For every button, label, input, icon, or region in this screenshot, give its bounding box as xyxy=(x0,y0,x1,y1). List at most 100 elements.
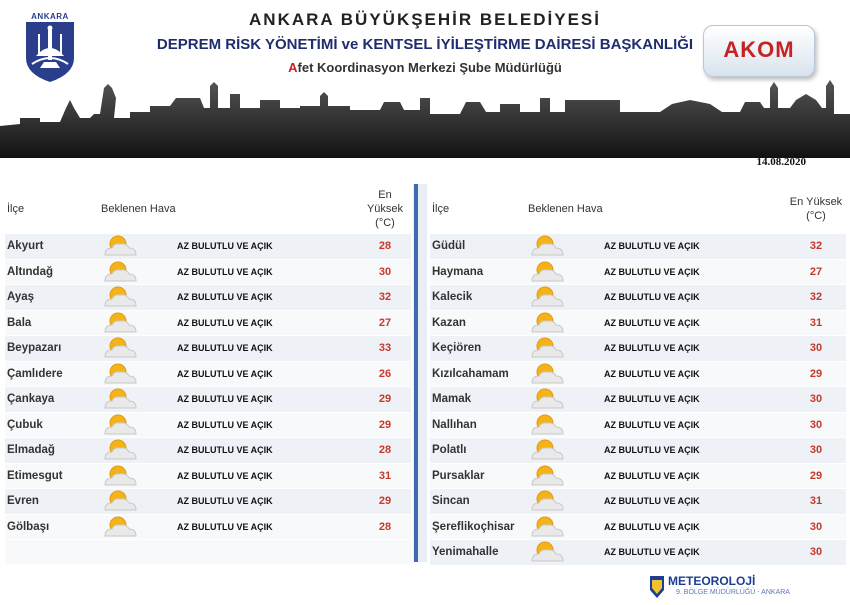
partly-cloudy-icon xyxy=(528,235,568,257)
max-temperature: 29 xyxy=(378,418,392,431)
weather-cell: AZ BULUTLU VE AÇIK xyxy=(101,439,359,461)
weather-cell: AZ BULUTLU VE AÇIK xyxy=(528,286,786,308)
ankara-logo xyxy=(26,22,74,82)
table-row: Akyurt AZ BULUTLU VE AÇIK 28 xyxy=(5,234,411,260)
district-name: Beypazarı xyxy=(7,342,62,355)
table-row: Çamlıdere AZ BULUTLU VE AÇIK 26 xyxy=(5,361,411,387)
partly-cloudy-icon xyxy=(101,439,141,461)
logo-text: ANKARA xyxy=(31,12,69,21)
partly-cloudy-icon xyxy=(101,363,141,385)
table-row: Yenimahalle AZ BULUTLU VE AÇIK 30 xyxy=(430,540,846,566)
max-temperature: 29 xyxy=(809,469,823,482)
weather-description: AZ BULUTLU VE AÇIK xyxy=(604,445,700,456)
district-name: Sincan xyxy=(432,495,470,508)
weather-description: AZ BULUTLU VE AÇIK xyxy=(604,470,700,481)
ankara-skyline xyxy=(0,80,850,158)
meteoroloji-logo-icon xyxy=(650,576,664,598)
district-name: Mamak xyxy=(432,393,471,406)
weather-cell: AZ BULUTLU VE AÇIK xyxy=(528,414,786,436)
max-temperature: 30 xyxy=(809,418,823,431)
weather-cell: AZ BULUTLU VE AÇIK xyxy=(528,261,786,283)
district-name: Kalecik xyxy=(432,291,473,304)
footer-unit: 9. BÖLGE MÜDÜRLÜĞÜ - ANKARA xyxy=(676,589,790,596)
max-temperature: 32 xyxy=(809,291,823,304)
district-name: Kızılcahamam xyxy=(432,367,509,380)
department-name: Afet Koordinasyon Merkezi Şube Müdürlüğü xyxy=(140,60,710,75)
table-row: Gölbaşı AZ BULUTLU VE AÇIK 28 xyxy=(5,514,411,540)
weather-cell: AZ BULUTLU VE AÇIK xyxy=(528,465,786,487)
weather-cell: AZ BULUTLU VE AÇIK xyxy=(528,312,786,334)
weather-cell: AZ BULUTLU VE AÇIK xyxy=(528,235,786,257)
weather-cell: AZ BULUTLU VE AÇIK xyxy=(101,490,359,512)
table-row: Çankaya AZ BULUTLU VE AÇIK 29 xyxy=(5,387,411,413)
weather-description: AZ BULUTLU VE AÇIK xyxy=(177,496,273,507)
weather-cell: AZ BULUTLU VE AÇIK xyxy=(528,363,786,385)
max-temperature: 28 xyxy=(378,240,392,253)
partly-cloudy-icon xyxy=(528,516,568,538)
district-name: Evren xyxy=(7,495,39,508)
max-temperature: 30 xyxy=(809,393,823,406)
partly-cloudy-icon xyxy=(528,261,568,283)
forecast-table-left: İlçe Beklenen Hava En Yüksek (°C) Akyurt… xyxy=(5,184,411,564)
district-name: Bala xyxy=(7,316,32,329)
weather-description: AZ BULUTLU VE AÇIK xyxy=(177,470,273,481)
weather-cell: AZ BULUTLU VE AÇIK xyxy=(528,490,786,512)
weather-description: AZ BULUTLU VE AÇIK xyxy=(604,521,700,532)
max-temperature: 32 xyxy=(378,291,392,304)
table-row: Pursaklar AZ BULUTLU VE AÇIK 29 xyxy=(430,463,846,489)
weather-description: AZ BULUTLU VE AÇIK xyxy=(604,368,700,379)
partly-cloudy-icon xyxy=(528,363,568,385)
table-row: Keçiören AZ BULUTLU VE AÇIK 30 xyxy=(430,336,846,362)
partly-cloudy-icon xyxy=(528,337,568,359)
weather-cell: AZ BULUTLU VE AÇIK xyxy=(101,363,359,385)
table-header: İlçe Beklenen Hava En Yüksek (°C) xyxy=(430,184,846,234)
footer-org: METEOROLOJİ xyxy=(668,574,756,588)
partly-cloudy-icon xyxy=(528,541,568,563)
report-date: 14.08.2020 xyxy=(756,156,807,168)
max-temperature: 31 xyxy=(809,495,823,508)
weather-description: AZ BULUTLU VE AÇIK xyxy=(604,547,700,558)
weather-description: AZ BULUTLU VE AÇIK xyxy=(604,241,700,252)
weather-cell: AZ BULUTLU VE AÇIK xyxy=(101,337,359,359)
column-weather: Beklenen Hava xyxy=(528,203,603,215)
table-row: Beypazarı AZ BULUTLU VE AÇIK 33 xyxy=(5,336,411,362)
weather-description: AZ BULUTLU VE AÇIK xyxy=(604,266,700,277)
partly-cloudy-icon xyxy=(528,312,568,334)
weather-cell: AZ BULUTLU VE AÇIK xyxy=(101,312,359,334)
weather-cell: AZ BULUTLU VE AÇIK xyxy=(101,235,359,257)
weather-description: AZ BULUTLU VE AÇIK xyxy=(604,317,700,328)
weather-description: AZ BULUTLU VE AÇIK xyxy=(177,317,273,328)
table-header: İlçe Beklenen Hava En Yüksek (°C) xyxy=(5,184,411,234)
partly-cloudy-icon xyxy=(101,516,141,538)
weather-description: AZ BULUTLU VE AÇIK xyxy=(604,394,700,405)
table-row: Polatlı AZ BULUTLU VE AÇIK 30 xyxy=(430,438,846,464)
district-name: Nallıhan xyxy=(432,418,477,431)
weather-description: AZ BULUTLU VE AÇIK xyxy=(177,368,273,379)
partly-cloudy-icon xyxy=(528,465,568,487)
partly-cloudy-icon xyxy=(528,490,568,512)
table-row: Güdül AZ BULUTLU VE AÇIK 32 xyxy=(430,234,846,260)
district-name: Çankaya xyxy=(7,393,55,406)
max-temperature: 30 xyxy=(378,265,392,278)
partly-cloudy-icon xyxy=(101,337,141,359)
weather-cell: AZ BULUTLU VE AÇIK xyxy=(528,439,786,461)
table-body: Akyurt AZ BULUTLU VE AÇIK 28 Altındağ AZ BUL… xyxy=(5,234,411,540)
column-weather: Beklenen Hava xyxy=(101,203,176,215)
weather-description: AZ BULUTLU VE AÇIK xyxy=(177,292,273,303)
table-row: Altındağ AZ BULUTLU VE AÇIK 30 xyxy=(5,259,411,285)
table-row: Sincan AZ BULUTLU VE AÇIK 31 xyxy=(430,489,846,515)
weather-description: AZ BULUTLU VE AÇIK xyxy=(177,419,273,430)
max-temperature: 33 xyxy=(378,342,392,355)
max-temperature: 29 xyxy=(378,495,392,508)
department-rest: fet Koordinasyon Merkezi Şube Müdürlüğü xyxy=(297,60,562,75)
district-name: Altındağ xyxy=(7,265,53,278)
table-row: Elmadağ AZ BULUTLU VE AÇIK 28 xyxy=(5,438,411,464)
akom-label: AKOM xyxy=(723,37,795,62)
district-name: Elmadağ xyxy=(7,444,55,457)
max-temperature: 28 xyxy=(378,520,392,533)
weather-cell: AZ BULUTLU VE AÇIK xyxy=(101,516,359,538)
weather-description: AZ BULUTLU VE AÇIK xyxy=(604,343,700,354)
district-name: Şereflikoçhisar xyxy=(432,520,515,533)
partly-cloudy-icon xyxy=(528,439,568,461)
partly-cloudy-icon xyxy=(101,261,141,283)
